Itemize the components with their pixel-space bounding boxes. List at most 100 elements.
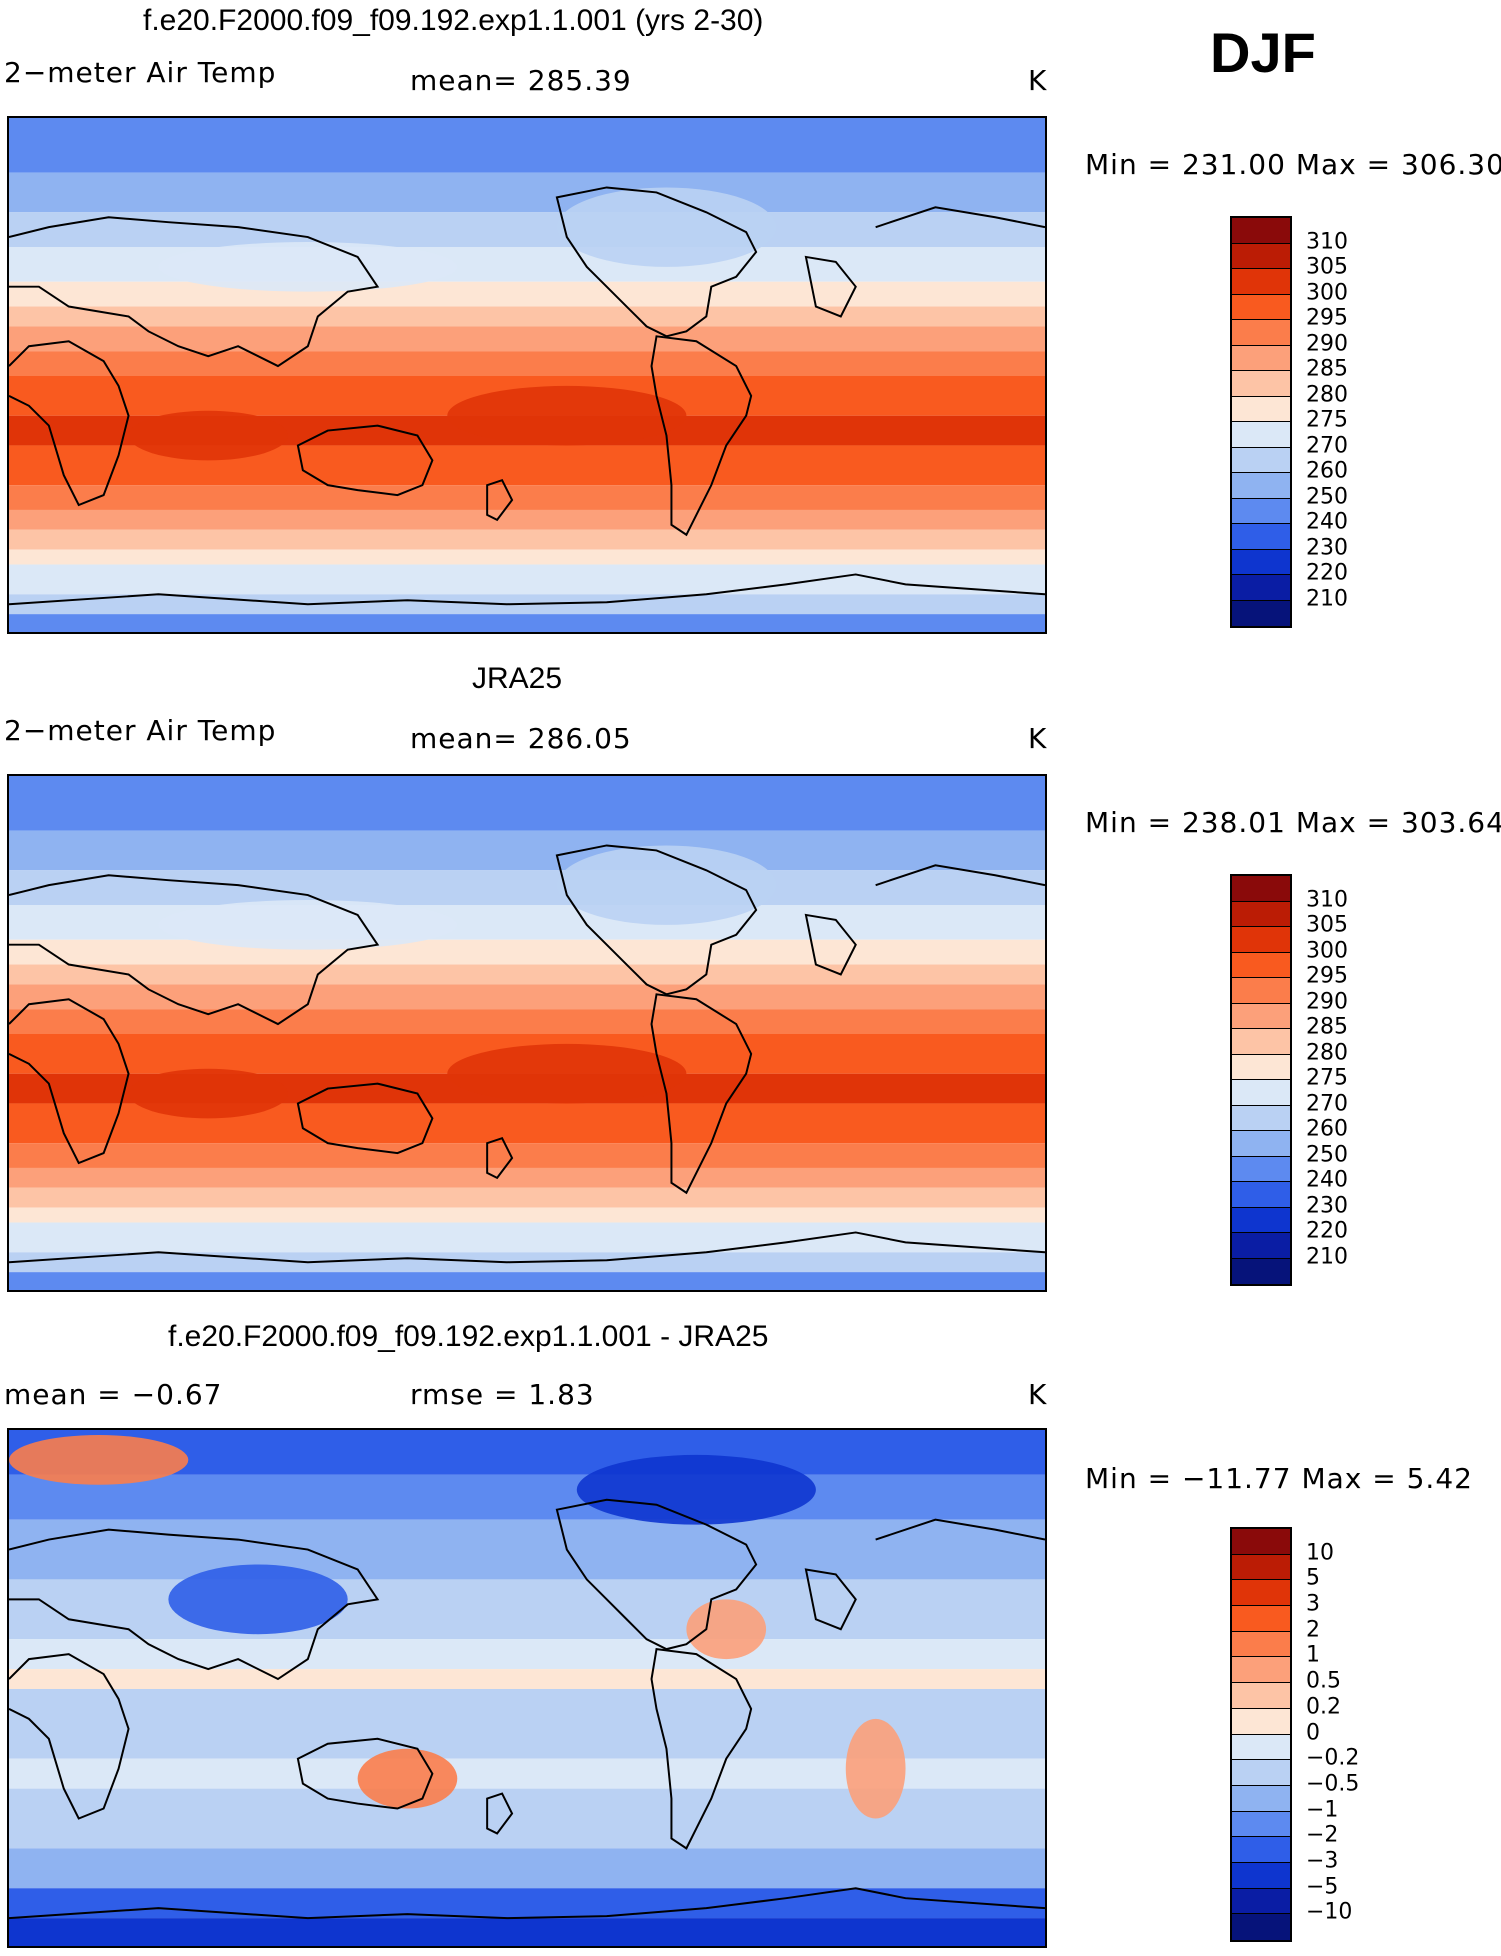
map-band bbox=[9, 118, 1045, 173]
colorbar-label: 220 bbox=[1306, 560, 1348, 586]
map-band bbox=[9, 564, 1045, 595]
colorbar-swatch bbox=[1232, 1105, 1290, 1131]
panel-title: JRA25 bbox=[472, 662, 563, 695]
map-band bbox=[9, 1519, 1045, 1580]
colorbar-swatch bbox=[1232, 927, 1290, 953]
map-blob bbox=[556, 187, 777, 267]
map-band bbox=[9, 1848, 1045, 1889]
colorbar-swatch bbox=[1232, 1580, 1290, 1607]
colorbar-label: 250 bbox=[1306, 484, 1348, 509]
colorbar-swatch bbox=[1232, 243, 1290, 269]
colorbar-label: 10 bbox=[1306, 1540, 1334, 1566]
map-band bbox=[9, 1579, 1045, 1640]
map-band bbox=[9, 485, 1045, 510]
panel-title: f.e20.F2000.f09_f09.192.exp1.1.001 - JRA… bbox=[168, 1320, 769, 1353]
colorbar-swatch bbox=[1232, 952, 1290, 978]
panel-left-label: mean = −0.67 bbox=[4, 1378, 223, 1411]
colorbar-swatch bbox=[1232, 1554, 1290, 1581]
coastline bbox=[650, 1648, 753, 1850]
colorbar-label: 295 bbox=[1306, 305, 1348, 331]
colorbar-swatch bbox=[1232, 447, 1290, 473]
map-band bbox=[9, 281, 1045, 307]
panel-left-label: 2−meter Air Temp bbox=[4, 56, 277, 89]
colorbar-swatch bbox=[1232, 1760, 1290, 1786]
colorbar-label: 280 bbox=[1306, 1040, 1348, 1065]
colorbar-swatch bbox=[1232, 498, 1290, 524]
map-band bbox=[9, 1272, 1045, 1290]
map-blob bbox=[447, 385, 687, 446]
colorbar-swatch bbox=[1232, 876, 1290, 902]
colorbar-label: 260 bbox=[1306, 1116, 1348, 1142]
panel-center-label: rmse = 1.83 bbox=[410, 1378, 595, 1411]
colorbar-swatch bbox=[1232, 978, 1290, 1004]
map-band bbox=[9, 1143, 1045, 1168]
colorbar-label: 1 bbox=[1306, 1642, 1320, 1668]
panel-center-label: mean= 285.39 bbox=[410, 64, 632, 97]
coastline bbox=[555, 844, 758, 996]
colorbar-swatch bbox=[1232, 1207, 1290, 1233]
coastline bbox=[9, 573, 1045, 606]
colorbar-swatch bbox=[1232, 269, 1290, 295]
panel-units: K bbox=[1028, 1378, 1048, 1411]
colorbar-label: 275 bbox=[1306, 407, 1348, 433]
colorbar-label: −10 bbox=[1306, 1899, 1353, 1925]
map-band bbox=[9, 212, 1045, 247]
map-band bbox=[9, 1888, 1045, 1919]
colorbar-label: 5 bbox=[1306, 1565, 1320, 1591]
colorbar-swatch bbox=[1232, 1862, 1290, 1889]
coastline bbox=[296, 424, 434, 497]
coastline bbox=[9, 1653, 130, 1820]
colorbar-swatch bbox=[1232, 1914, 1290, 1940]
coastline bbox=[875, 864, 1045, 887]
colorbar-label: 250 bbox=[1306, 1142, 1348, 1167]
map-blob bbox=[357, 1748, 458, 1809]
map-band bbox=[9, 549, 1045, 565]
colorbar-swatch bbox=[1232, 422, 1290, 448]
coastline bbox=[804, 1568, 857, 1631]
map-svg bbox=[9, 1430, 1045, 1946]
coastline bbox=[486, 1136, 514, 1180]
map-blob bbox=[556, 845, 777, 925]
colorbar-swatch bbox=[1232, 473, 1290, 499]
colorbar-swatch bbox=[1232, 1734, 1290, 1761]
coastline bbox=[9, 874, 380, 1026]
coastline bbox=[555, 1498, 758, 1651]
panel-title: f.e20.F2000.f09_f09.192.exp1.1.001 (yrs … bbox=[143, 4, 764, 37]
colorbar-label: 210 bbox=[1306, 1244, 1348, 1269]
map-blob bbox=[576, 1454, 816, 1525]
map-band bbox=[9, 1207, 1045, 1223]
colorbar-swatch bbox=[1232, 1683, 1290, 1709]
map-band bbox=[9, 1187, 1045, 1208]
map-field bbox=[7, 1428, 1047, 1948]
coastline bbox=[9, 1528, 380, 1681]
map-band bbox=[9, 1009, 1045, 1034]
map-svg bbox=[9, 776, 1045, 1290]
colorbar-label: 270 bbox=[1306, 433, 1348, 458]
colorbar-swatch bbox=[1232, 1837, 1290, 1863]
coastline bbox=[875, 1518, 1045, 1541]
coastline bbox=[9, 998, 130, 1165]
colorbar-swatch bbox=[1232, 294, 1290, 320]
colorbar-label: −3 bbox=[1306, 1848, 1339, 1874]
colorbar-swatch bbox=[1232, 371, 1290, 397]
colorbar-label: 0 bbox=[1306, 1720, 1320, 1745]
coastline bbox=[486, 478, 514, 522]
colorbar-swatch bbox=[1232, 1811, 1290, 1838]
colorbar-label: 230 bbox=[1306, 535, 1348, 560]
map-band bbox=[9, 870, 1045, 905]
colorbar bbox=[1230, 216, 1292, 628]
colorbar-swatch bbox=[1232, 1054, 1290, 1080]
colorbar-label: 295 bbox=[1306, 963, 1348, 989]
colorbar-label: 310 bbox=[1306, 229, 1348, 254]
colorbar-label: 0.2 bbox=[1306, 1694, 1341, 1720]
colorbar-label: 300 bbox=[1306, 938, 1348, 963]
map-blob bbox=[158, 900, 458, 950]
colorbar-label: 305 bbox=[1306, 912, 1348, 938]
season-label: DJF bbox=[1210, 21, 1316, 84]
panel-center-label: mean= 286.05 bbox=[410, 722, 632, 755]
colorbar bbox=[1230, 874, 1292, 1286]
panel-left-label: 2−meter Air Temp bbox=[4, 714, 277, 747]
colorbar-label: 280 bbox=[1306, 382, 1348, 407]
map-field bbox=[7, 116, 1047, 634]
map-blob bbox=[9, 1434, 189, 1485]
